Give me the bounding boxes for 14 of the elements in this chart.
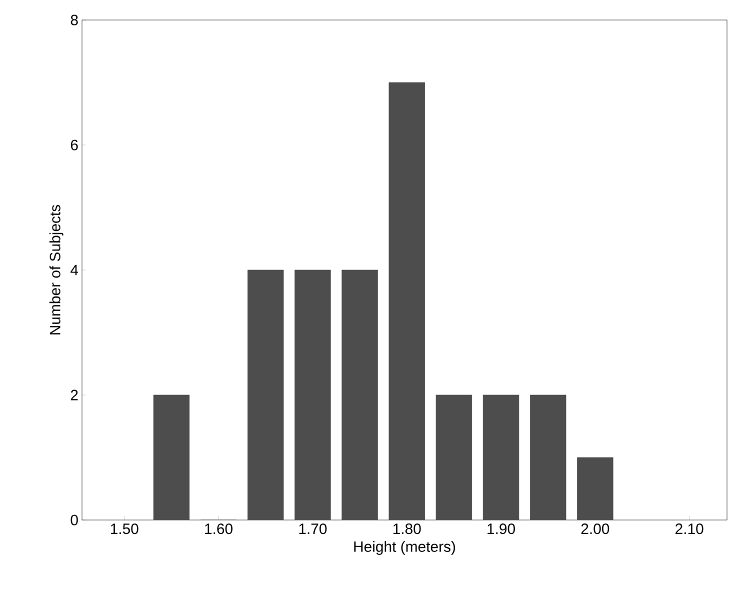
y-tick-label: 8 (70, 14, 78, 26)
x-tick-label: 1.60 (205, 524, 232, 534)
x-axis-title: Height (meters) (354, 540, 456, 555)
y-tick-label: 2 (70, 390, 78, 400)
x-tick-label: 1.90 (488, 524, 515, 534)
x-tick-label: 2.10 (676, 524, 704, 534)
x-tick-label: 1.70 (299, 524, 327, 534)
y-tick-label: 0 (70, 514, 78, 526)
x-tick-label: 1.80 (393, 524, 421, 534)
y-tick-label: 6 (70, 140, 78, 150)
x-tick-label: 2.00 (581, 524, 610, 534)
y-axis-title: Number of Subjects (49, 204, 64, 334)
x-tick-label: 1.50 (110, 524, 138, 534)
y-tick-label: 4 (70, 264, 78, 276)
